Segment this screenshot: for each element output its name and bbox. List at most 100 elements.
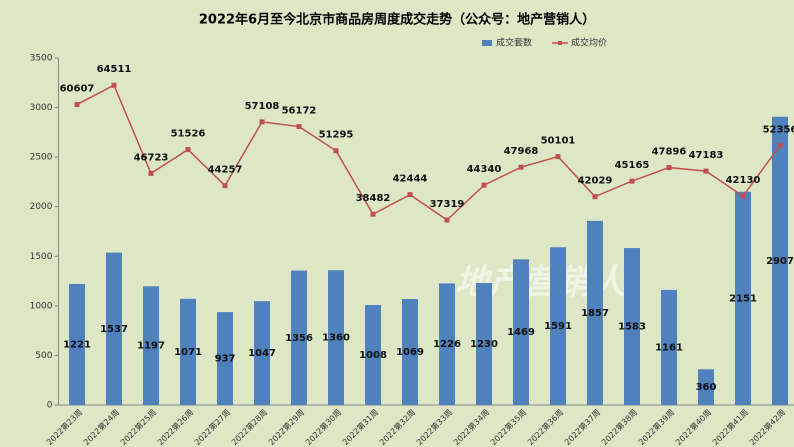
y-tick-label: 1500 <box>30 252 53 262</box>
bar <box>217 312 233 405</box>
line-label: 42029 <box>578 176 613 187</box>
line-marker <box>111 82 117 88</box>
bar-label: 1069 <box>396 347 424 358</box>
x-tick-label: 2022第42周 <box>747 407 787 447</box>
line-label: 46723 <box>134 152 169 163</box>
y-tick-label: 2000 <box>30 202 53 212</box>
bar <box>365 305 381 405</box>
legend-swatch <box>482 40 492 46</box>
x-tick-label: 2022第40周 <box>673 407 713 447</box>
bar-label: 1583 <box>618 322 646 333</box>
bar-label: 937 <box>215 354 236 365</box>
bar-label: 1591 <box>544 321 572 332</box>
bar-label: 1197 <box>137 341 165 352</box>
x-tick-label: 2022第37周 <box>562 407 602 447</box>
bar <box>328 270 344 405</box>
x-tick-label: 2022第36周 <box>525 407 565 447</box>
x-tick-label: 2022第33周 <box>414 407 454 447</box>
line-marker <box>629 178 635 184</box>
y-tick-label: 1000 <box>30 301 53 311</box>
x-tick-label: 2022第28周 <box>229 407 269 447</box>
x-tick-label: 2022第23周 <box>44 407 84 447</box>
bar-label: 1360 <box>322 333 350 344</box>
x-tick-label: 2022第27周 <box>192 407 232 447</box>
x-tick-label: 2022第35周 <box>488 407 528 447</box>
bar <box>772 116 788 405</box>
line-marker <box>444 217 450 223</box>
bar <box>587 220 603 405</box>
bar <box>513 259 529 405</box>
bar <box>254 301 270 405</box>
line-marker <box>703 168 709 174</box>
bar-label: 360 <box>696 382 717 393</box>
line-marker <box>222 183 228 189</box>
bar <box>402 299 418 405</box>
line-marker <box>259 119 265 125</box>
line-label: 56172 <box>282 106 317 117</box>
y-tick-label: 0 <box>47 401 53 411</box>
line-label: 47896 <box>652 147 687 158</box>
bar <box>180 298 196 405</box>
bar-label: 1857 <box>581 308 609 319</box>
legend-label: 成交均价 <box>571 37 607 49</box>
x-tick-label: 2022第29周 <box>266 407 306 447</box>
x-tick-label: 2022第38周 <box>599 407 639 447</box>
bar <box>439 283 455 405</box>
bar <box>143 286 159 405</box>
line-label: 37319 <box>430 199 465 210</box>
y-tick-label: 3500 <box>30 54 53 64</box>
line-label: 44340 <box>467 164 502 175</box>
line-marker <box>74 102 80 108</box>
line-label: 47968 <box>504 146 539 157</box>
bar-label: 1356 <box>285 333 313 344</box>
bar-label: 1047 <box>248 348 276 359</box>
line-label: 42444 <box>393 174 428 185</box>
line-marker <box>148 170 154 176</box>
line <box>76 84 781 221</box>
y-tick-label: 500 <box>35 351 52 361</box>
line-label: 51526 <box>171 129 206 140</box>
x-tick-label: 2022第32周 <box>377 407 417 447</box>
bar <box>735 191 751 405</box>
line-label: 52356 <box>763 124 794 135</box>
bar <box>291 270 307 405</box>
bar <box>476 283 492 405</box>
bar-label: 1161 <box>655 342 683 353</box>
bar-label: 2907 <box>766 256 794 267</box>
line-marker <box>407 192 413 198</box>
bar <box>624 248 640 405</box>
bar-label: 1469 <box>507 327 535 338</box>
line-marker <box>666 165 672 171</box>
line-label: 45165 <box>615 160 650 171</box>
bar <box>661 289 677 405</box>
y-tick-label: 2500 <box>30 153 53 163</box>
line-marker <box>740 193 746 199</box>
bar <box>550 247 566 405</box>
x-tick-label: 2022第34周 <box>451 407 491 447</box>
x-tick-label: 2022第39周 <box>636 407 676 447</box>
line-label: 47183 <box>689 150 724 161</box>
line-label: 60607 <box>60 84 95 95</box>
line-marker <box>555 154 561 160</box>
line-label: 64511 <box>97 64 132 75</box>
bar-label: 1537 <box>100 324 128 335</box>
legend-swatch <box>558 41 562 45</box>
bar <box>106 252 122 405</box>
line-marker <box>370 211 376 217</box>
line-marker <box>481 182 487 188</box>
bar-label: 1008 <box>359 350 387 361</box>
line-label: 50101 <box>541 136 576 147</box>
bar <box>69 283 85 405</box>
bar-label: 1230 <box>470 339 498 350</box>
bar <box>698 369 714 405</box>
bar-label: 1071 <box>174 347 202 358</box>
x-tick-label: 2022第31周 <box>340 407 380 447</box>
line-marker <box>518 164 524 170</box>
line-label: 57108 <box>245 101 280 112</box>
line-label: 44257 <box>208 165 243 176</box>
chart-title: 2022年6月至今北京市商品房周度成交走势（公众号：地产营销人） <box>199 12 595 28</box>
line-label: 38482 <box>356 193 391 204</box>
x-tick-label: 2022第30周 <box>303 407 343 447</box>
line-marker <box>296 124 302 130</box>
